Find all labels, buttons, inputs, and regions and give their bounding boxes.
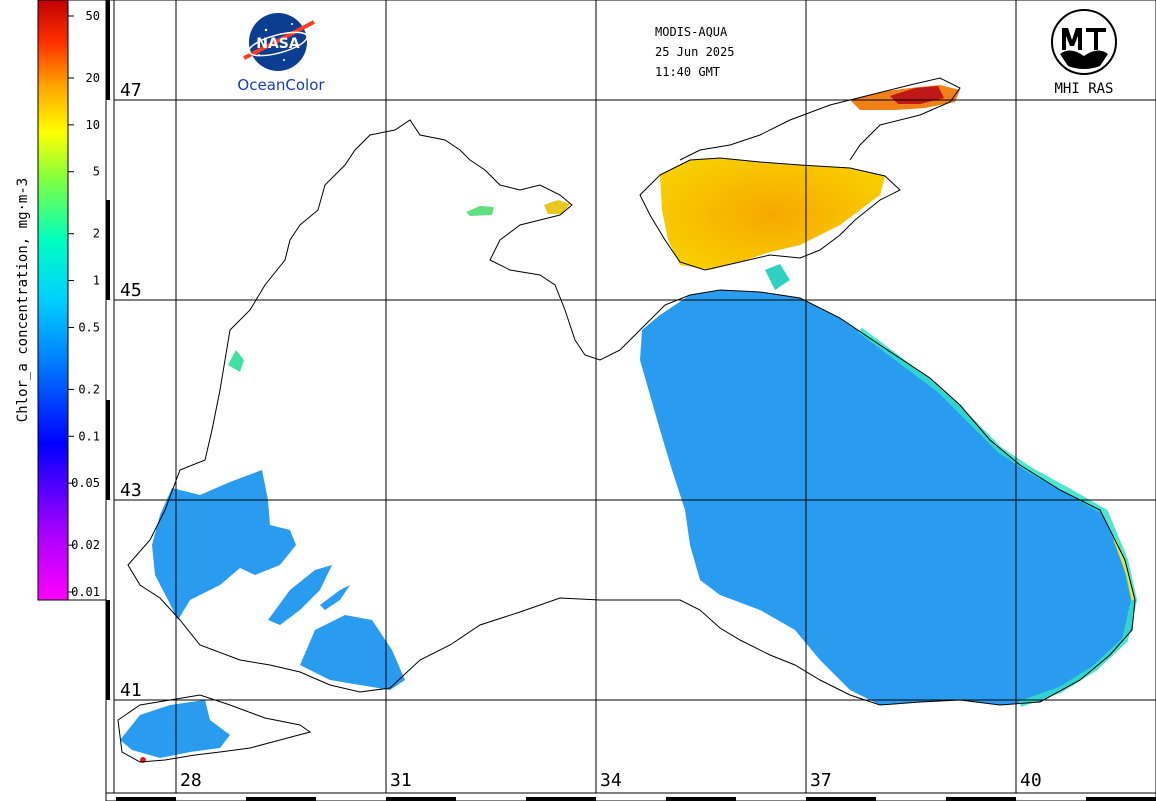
oceancolor-label: OceanColor (237, 76, 325, 94)
colorbar-tick-label: 0.02 (71, 538, 100, 552)
karkinit-patch (466, 206, 494, 216)
acquisition-time: 11:40 GMT (655, 65, 720, 79)
colorbar-tick-label: 0.05 (71, 476, 100, 490)
chlorophyll-layer (120, 85, 1138, 763)
colorbar-tick-label: 1 (93, 274, 100, 288)
latitude-labels: 47 45 43 41 (120, 80, 142, 701)
lon-label-34: 34 (600, 770, 622, 791)
lon-label-40: 40 (1020, 770, 1042, 791)
colorbar-tick-label: 2 (93, 227, 100, 241)
eastern-coast-yellow (1113, 539, 1135, 601)
satellite-name: MODIS-AQUA (655, 25, 728, 39)
colorbar-tick-label: 0.1 (78, 429, 100, 443)
mhi-label: MHI RAS (1054, 81, 1113, 97)
lon-label-31: 31 (390, 770, 412, 791)
colorbar-title: Chlor_a concentration, mg·m-3 (15, 178, 31, 422)
kerch-patch (765, 264, 790, 290)
lat-label-41: 41 (120, 680, 142, 701)
eastern-sea-patch (640, 290, 1135, 705)
colorbar-tick-label: 20 (86, 71, 100, 85)
colorbar-tick-label: 0.5 (78, 320, 100, 334)
lon-label-37: 37 (810, 770, 832, 791)
southwest-patch (300, 615, 405, 690)
longitude-labels: 28 31 34 37 40 (180, 770, 1042, 791)
lat-label-43: 43 (120, 480, 142, 501)
bottom-scale-bar (105, 792, 1156, 801)
danube-patch (228, 350, 244, 372)
acquisition-date: 25 Jun 2025 (655, 45, 734, 59)
western-sea-streak-1 (268, 565, 332, 625)
nasa-wordmark: NASA (256, 36, 300, 52)
western-sea-streak-2 (320, 585, 350, 610)
colorbar-tick-label: 50 (86, 9, 100, 23)
colorbar-gradient (37, 0, 69, 601)
lat-label-45: 45 (120, 280, 142, 301)
lat-label-47: 47 (120, 80, 142, 101)
colorbar-tick-label: 10 (86, 118, 100, 132)
colorbar-tick-label: 0.2 (78, 382, 100, 396)
graticule (106, 0, 1156, 795)
colorbar-tick-label: 0.01 (71, 585, 100, 599)
marmara-patch (120, 700, 230, 758)
mhi-logo (1051, 9, 1117, 75)
coastline (117, 77, 1136, 763)
header: MODIS-AQUA 25 Jun 2025 11:40 GMT (655, 25, 734, 79)
nasa-logo: NASA (243, 13, 315, 71)
lon-label-28: 28 (180, 770, 202, 791)
left-scale-bar (105, 0, 115, 796)
colorbar: Chlor_a concentration, mg·m-3 50 20 10 5 2 1 0… (15, 0, 107, 601)
colorbar-tick-label: 5 (93, 165, 100, 179)
western-sea-patch (152, 470, 296, 620)
sivash-patch (544, 200, 570, 214)
azov-patch (660, 158, 885, 270)
